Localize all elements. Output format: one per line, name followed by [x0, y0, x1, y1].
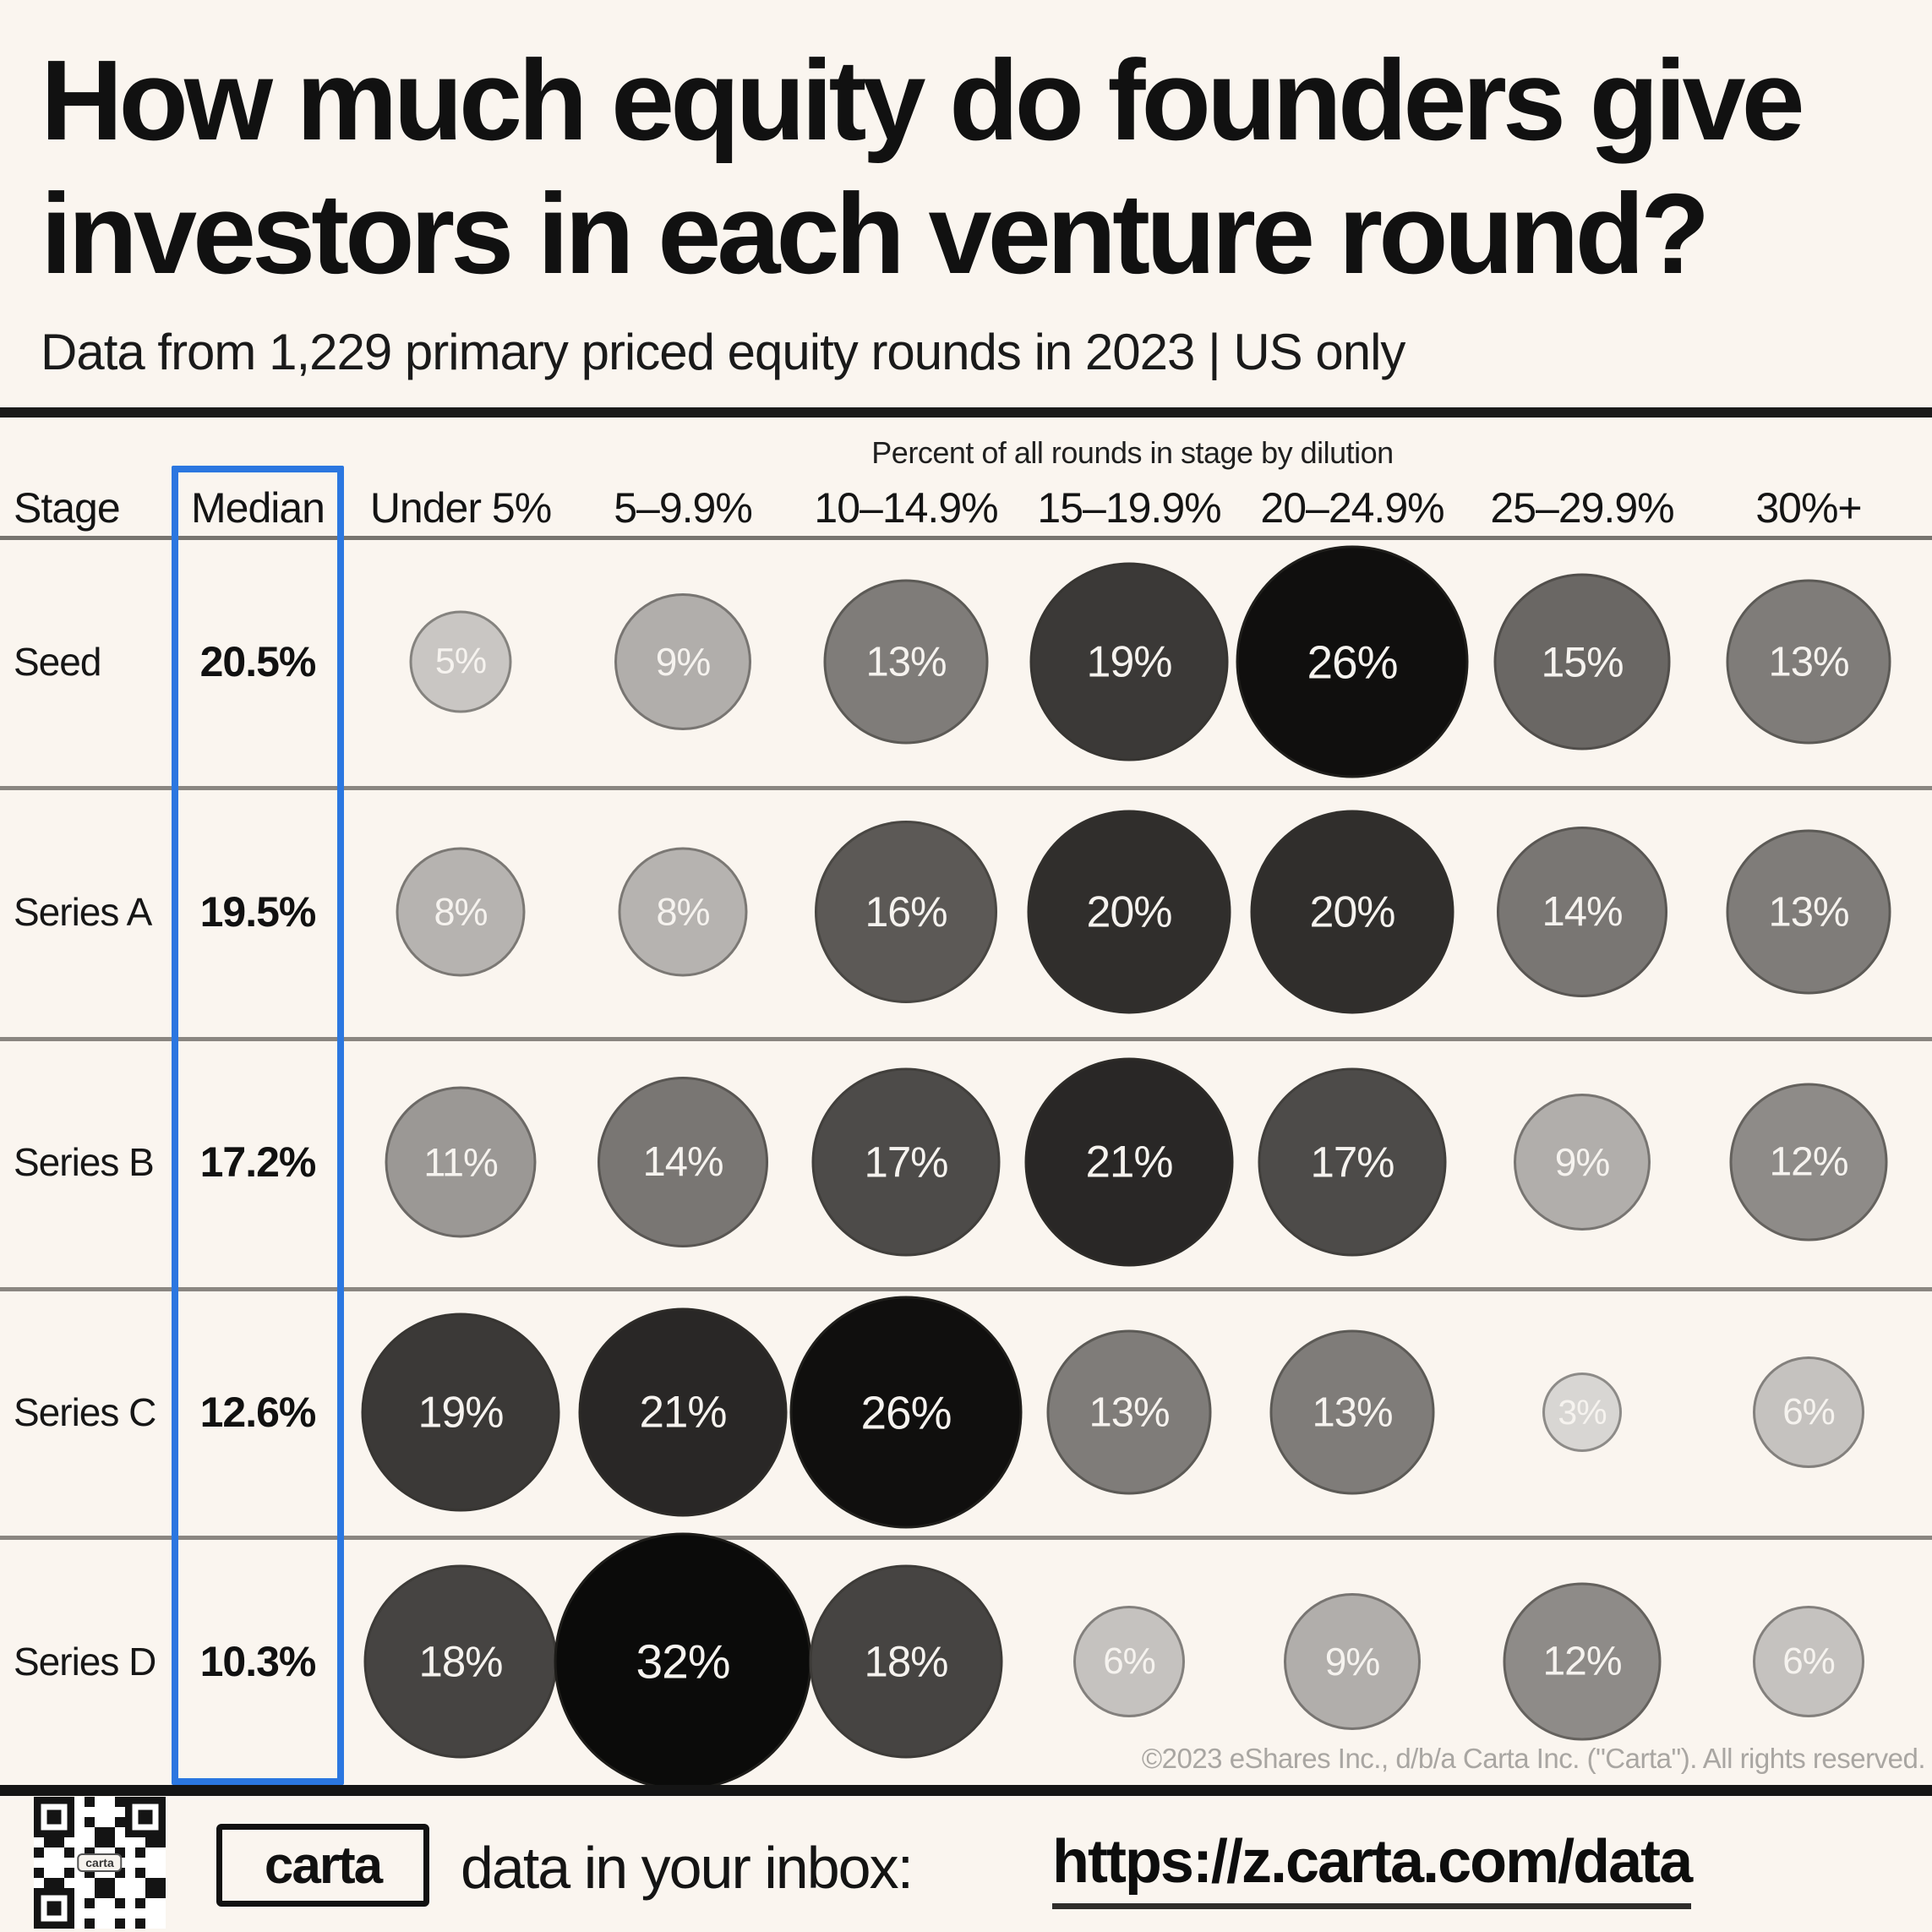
bubble-series-b-col3: 21%: [1024, 1057, 1234, 1267]
bubble-series-d-col6: 6%: [1753, 1606, 1864, 1717]
bubble-seed-col1: 9%: [614, 593, 751, 730]
bubble-series-d-col5: 12%: [1503, 1582, 1662, 1741]
bubble-series-c-col1: 21%: [578, 1307, 788, 1517]
median-column-header: Median: [191, 484, 325, 532]
bubble-seed-col4: 26%: [1236, 545, 1469, 778]
median-value: 17.2%: [199, 1138, 317, 1186]
bubble-series-c-col5: 3%: [1542, 1373, 1622, 1452]
page-subtitle: Data from 1,229 primary priced equity ro…: [41, 324, 1405, 380]
bubble-series-a-col4: 20%: [1250, 810, 1454, 1014]
bubble-seed-col3: 19%: [1029, 562, 1229, 761]
bubble-seed-col6: 13%: [1726, 579, 1891, 745]
copyright-notice: ©2023 eShares Inc., d/b/a Carta Inc. ("C…: [1141, 1743, 1926, 1774]
median-value: 10.3%: [199, 1638, 317, 1685]
median-highlight-box: [172, 466, 344, 1785]
row-separator: [0, 786, 1932, 790]
bubble-series-b-col1: 14%: [598, 1077, 768, 1247]
bubble-series-b-col4: 17%: [1258, 1067, 1447, 1257]
bubble-series-a-col2: 16%: [815, 821, 997, 1003]
bubble-seed-col0: 5%: [409, 610, 512, 713]
row-separator: [0, 1536, 1932, 1540]
bubble-series-a-col1: 8%: [618, 847, 748, 977]
qr-code-icon: carta: [34, 1797, 166, 1929]
bubble-series-d-col2: 18%: [809, 1564, 1003, 1759]
median-value: 12.6%: [199, 1389, 317, 1436]
bubble-series-a-col3: 20%: [1027, 810, 1231, 1014]
bubble-series-c-col6: 6%: [1753, 1356, 1864, 1468]
bubble-series-d-col3: 6%: [1073, 1606, 1185, 1717]
carta-logo: carta: [216, 1824, 429, 1907]
page-title-line2: investors in each venture round?: [41, 170, 1710, 297]
dilution-group-header: Percent of all rounds in stage by diluti…: [871, 435, 1394, 470]
column-header-3: 15–19.9%: [1037, 484, 1221, 532]
footer-tagline: data in your inbox:: [461, 1835, 914, 1901]
bubble-series-b-col0: 11%: [385, 1086, 537, 1238]
stage-column-header: Stage: [14, 484, 121, 532]
column-header-2: 10–14.9%: [814, 484, 998, 532]
column-header-6: 30%+: [1755, 484, 1862, 532]
bubble-series-b-col5: 9%: [1514, 1094, 1651, 1231]
column-header-4: 20–24.9%: [1260, 484, 1444, 532]
stage-label: Series B: [14, 1140, 155, 1184]
bubble-series-c-col3: 13%: [1046, 1329, 1212, 1495]
footer-url-link[interactable]: https://z.carta.com/data: [1052, 1827, 1693, 1909]
bubble-series-c-col4: 13%: [1269, 1329, 1435, 1495]
stage-label: Seed: [14, 640, 101, 684]
bubble-series-a-col5: 14%: [1497, 827, 1667, 997]
bubble-series-c-col2: 26%: [789, 1296, 1023, 1529]
bubble-series-a-col6: 13%: [1726, 829, 1891, 995]
header-underline: [0, 536, 1932, 540]
top-divider-line: [0, 407, 1932, 418]
row-separator: [0, 1037, 1932, 1041]
bubble-series-c-col0: 19%: [361, 1313, 560, 1512]
median-value: 19.5%: [199, 888, 317, 936]
stage-label: Series D: [14, 1640, 156, 1684]
bubble-seed-col5: 15%: [1493, 573, 1671, 750]
qr-center-label: carta: [77, 1853, 123, 1872]
bubble-series-d-col1: 32%: [554, 1532, 812, 1791]
column-header-5: 25–29.9%: [1490, 484, 1674, 532]
bubble-series-d-col0: 18%: [363, 1564, 558, 1759]
column-header-1: 5–9.9%: [614, 484, 753, 532]
column-header-0: Under 5%: [369, 484, 552, 532]
stage-label: Series A: [14, 890, 152, 934]
bottom-divider-line: [0, 1785, 1932, 1796]
bubble-series-b-col6: 12%: [1729, 1083, 1888, 1242]
bubble-series-b-col2: 17%: [811, 1067, 1001, 1257]
row-separator: [0, 1287, 1932, 1291]
bubble-series-a-col0: 8%: [396, 847, 526, 977]
bubble-seed-col2: 13%: [823, 579, 989, 745]
page-title-line1: How much equity do founders give: [41, 36, 1805, 164]
median-value: 20.5%: [199, 638, 317, 685]
stage-label: Series C: [14, 1390, 156, 1434]
bubble-series-d-col4: 9%: [1284, 1593, 1421, 1730]
page-title: How much equity do founders give investo…: [41, 34, 1805, 301]
